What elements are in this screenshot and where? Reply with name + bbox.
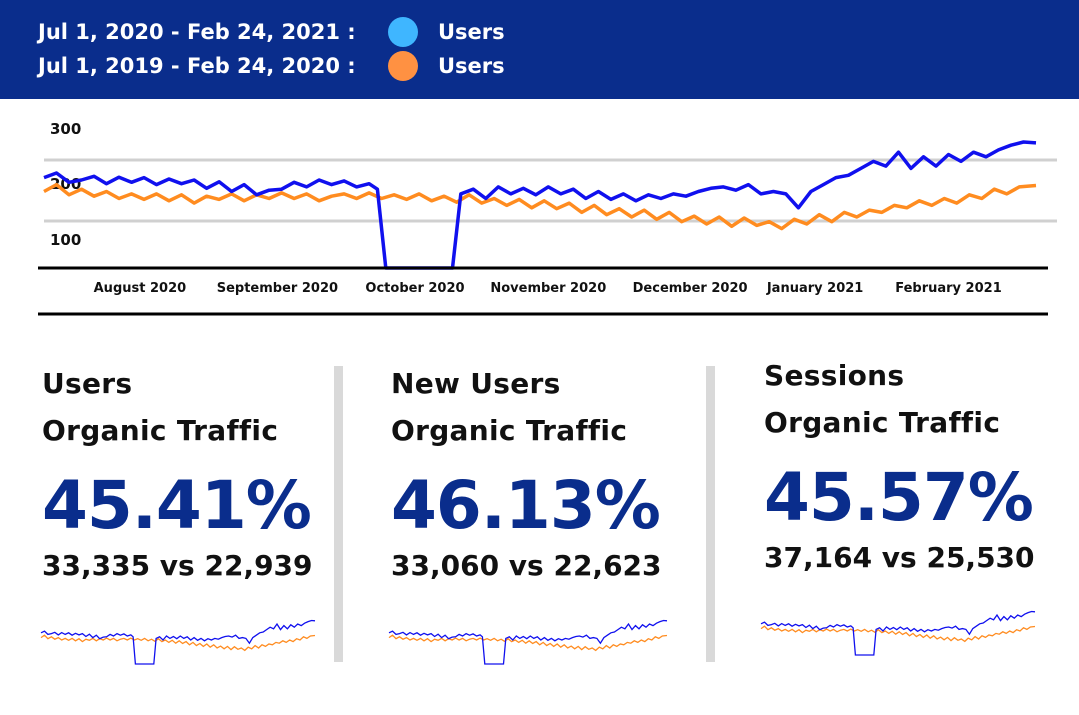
spark-previous-line [760,625,1036,643]
metric-card-users: Users Organic Traffic 45.41% 33,335 vs 2… [42,360,342,586]
y-tick-label: 100 [50,231,81,249]
metric-divider [706,366,715,662]
x-tick-label: December 2020 [633,281,748,296]
metric-card-sessions: Sessions Organic Traffic 45.57% 37,164 v… [764,352,1064,578]
legend-current: Jul 1, 2020 - Feb 24, 2021 : Users [38,17,505,47]
x-tick-labels: August 2020 September 2020 October 2020 Nov… [94,281,1002,296]
metric-comparison: 33,060 vs 22,623 [391,549,662,582]
spark-previous-line [40,634,316,652]
x-tick-label: October 2020 [365,281,464,296]
metric-title-line2: Organic Traffic [764,406,1001,439]
y-tick-label: 300 [50,120,81,138]
spark-current-line [40,619,316,665]
main-line-chart: 300 200 100 August 2020 September 2020 Oct… [38,120,1057,316]
x-tick-label: August 2020 [94,281,187,296]
previous-users-line [43,182,1037,231]
metric-title-line1: Sessions [764,359,905,392]
previous-series-label: Users [438,54,505,78]
x-tick-label: January 2021 [766,281,863,296]
metric-title-line1: Users [42,367,133,400]
legend-previous: Jul 1, 2019 - Feb 24, 2020 : Users [38,51,505,81]
current-series-dot-icon [388,17,418,47]
metric-percent: 46.13% [391,467,661,544]
legend-header: Jul 1, 2020 - Feb 24, 2021 : Users Jul 1… [0,0,1079,99]
x-tick-label: February 2021 [895,281,1002,296]
metric-percent: 45.57% [764,459,1034,536]
spark-current-line [388,619,668,665]
previous-series-dot-icon [388,51,418,81]
users-sparkline [40,619,316,665]
spark-current-line [760,610,1036,656]
metric-title-line2: Organic Traffic [42,414,279,447]
metric-card-new-users: New Users Organic Traffic 46.13% 33,060 … [391,360,691,586]
metric-title-line2: Organic Traffic [391,414,628,447]
x-tick-label: September 2020 [217,281,338,296]
x-tick-label: November 2020 [490,281,606,296]
current-range-label: Jul 1, 2020 - Feb 24, 2021 : [38,20,356,44]
new-users-sparkline [388,619,668,665]
metric-comparison: 33,335 vs 22,939 [42,549,313,582]
main-series-group [43,140,1037,270]
sessions-sparkline [760,610,1036,656]
metric-percent: 45.41% [42,467,312,544]
current-users-line [43,140,1037,270]
metric-divider [334,366,343,662]
current-series-label: Users [438,20,505,44]
spark-previous-line [388,634,668,652]
previous-range-label: Jul 1, 2019 - Feb 24, 2020 : [38,54,356,78]
metric-title-line1: New Users [391,367,561,400]
metric-comparison: 37,164 vs 25,530 [764,541,1035,574]
y-tick-label: 200 [50,175,81,193]
